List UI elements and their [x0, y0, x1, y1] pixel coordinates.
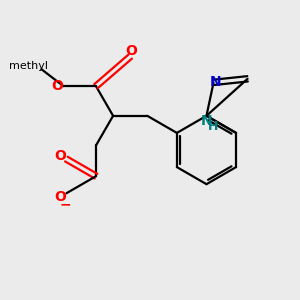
Text: O: O [55, 190, 66, 204]
Text: N: N [201, 114, 212, 128]
Text: methyl: methyl [9, 61, 48, 70]
Text: H: H [208, 120, 218, 133]
Text: O: O [55, 148, 66, 163]
Text: O: O [126, 44, 138, 58]
Text: N: N [209, 75, 221, 89]
Text: O: O [51, 79, 63, 93]
Text: −: − [59, 197, 71, 211]
